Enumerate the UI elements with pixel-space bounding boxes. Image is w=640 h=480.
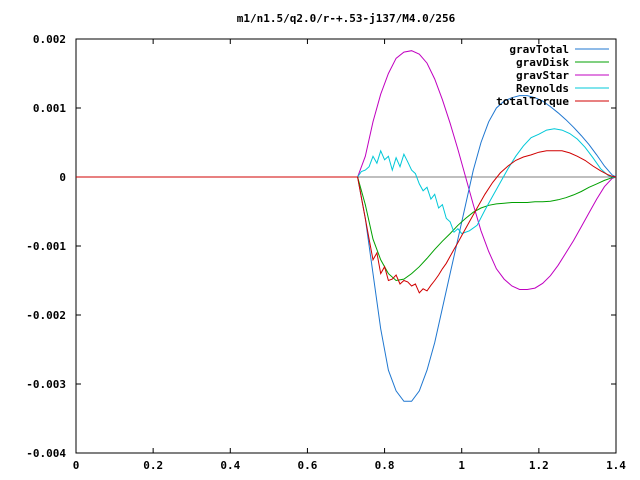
x-tick-label: 0.6 [297, 459, 317, 472]
legend-label: gravTotal [509, 43, 569, 56]
legend-label: totalTorque [496, 95, 569, 108]
y-tick-label: -0.003 [26, 378, 66, 391]
x-tick-label: 0.8 [375, 459, 395, 472]
series-layer [76, 50, 617, 402]
series-line-gravDisk [76, 176, 617, 282]
x-axis: 0 0.2 0.4 0.6 0.8 1 1.2 1.4 [73, 39, 626, 472]
series-line-gravStar [76, 50, 617, 290]
y-tick-label: -0.002 [26, 309, 66, 322]
y-tick-label: 0.002 [33, 33, 66, 46]
x-tick-label: 0.4 [220, 459, 240, 472]
legend: gravTotalgravDiskgravStarReynoldstotalTo… [496, 43, 609, 108]
legend-label: gravStar [516, 69, 569, 82]
x-tick-label: 1.2 [529, 459, 549, 472]
y-tick-label: -0.001 [26, 240, 66, 253]
x-tick-label: 1.4 [606, 459, 626, 472]
legend-label: Reynolds [516, 82, 569, 95]
x-tick-label: 0 [73, 459, 80, 472]
y-tick-label: -0.004 [26, 447, 66, 460]
y-tick-label: 0 [59, 171, 66, 184]
y-tick-label: 0.001 [33, 102, 66, 115]
series-line-totalTorque [76, 150, 617, 294]
x-tick-label: 1 [458, 459, 465, 472]
series-line-Reynolds [76, 128, 616, 235]
chart-title: m1/n1.5/q2.0/r-+.53-j137/M4.0/256 [237, 12, 456, 25]
legend-label: gravDisk [516, 56, 569, 69]
series-line-gravTotal [76, 95, 617, 402]
y-axis: 0.002 0.001 0 -0.001 -0.002 -0.003 -0.004 [26, 33, 616, 460]
x-tick-label: 0.2 [143, 459, 163, 472]
